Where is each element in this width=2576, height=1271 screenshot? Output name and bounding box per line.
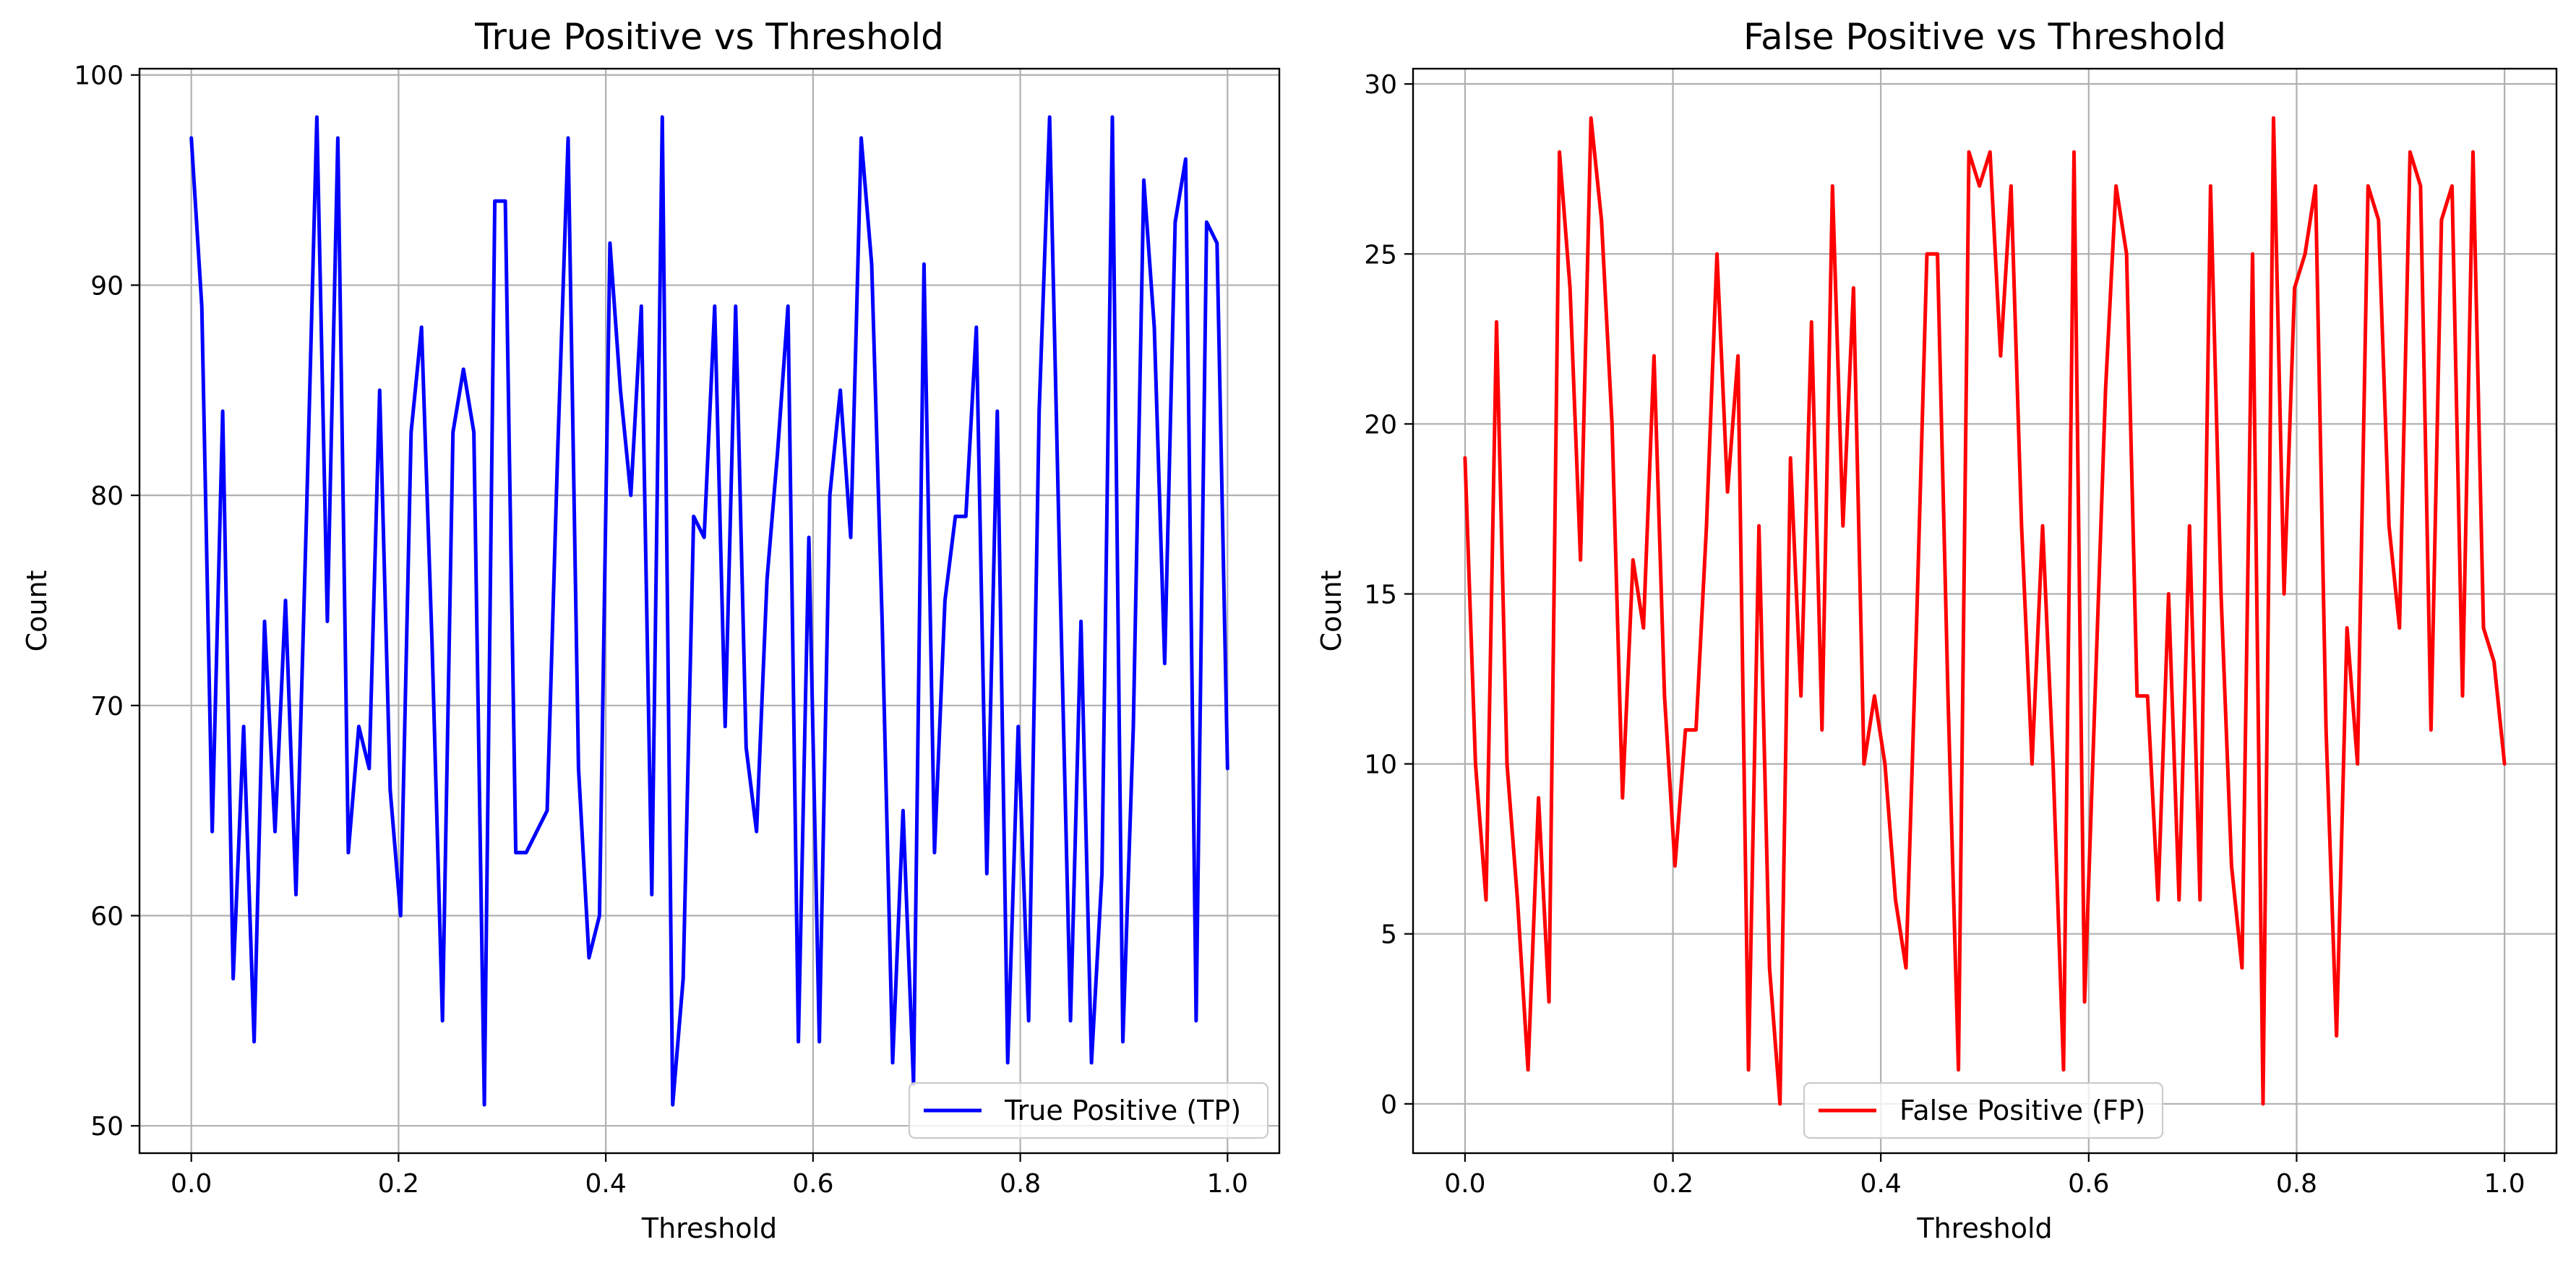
fp-x-tick-label: 1.0: [2483, 1169, 2525, 1199]
tp-y-tick-label: 70: [90, 692, 124, 722]
fp-x-tick-label: 0.4: [1860, 1169, 1902, 1199]
tp-legend-label: True Positive (TP): [1004, 1095, 1241, 1126]
tp-y-tick-label: 60: [90, 902, 124, 932]
tp-x-tick-label: 1.0: [1207, 1169, 1248, 1199]
tp-x-tick-label: 0.8: [1000, 1169, 1041, 1199]
fp-x-axis-label: Threshold: [1916, 1212, 2052, 1244]
tp-x-axis-label: Threshold: [641, 1212, 777, 1244]
fp-y-axis-label: Count: [1315, 570, 1347, 652]
tp-series: [189, 115, 1229, 1107]
tp-legend: True Positive (TP): [908, 1082, 1269, 1139]
tp-x-tick-label: 0.4: [585, 1169, 627, 1199]
fp-legend: False Positive (FP): [1803, 1082, 2164, 1139]
tp-x-tick-label: 0.6: [792, 1169, 833, 1199]
tp-series-line: [189, 115, 1229, 1107]
fp-series: [1463, 116, 2507, 1106]
fp-x-tick-label: 0.0: [1444, 1169, 1485, 1199]
fp-chart-title: False Positive vs Threshold: [1743, 16, 2226, 58]
tp-y-axis-label: Count: [21, 570, 53, 652]
tp-legend-box: [908, 1082, 1269, 1139]
fp-plot-frame: [1412, 67, 2558, 1155]
tp-x-tick-label: 0.2: [378, 1169, 419, 1199]
fp-y-tick-label: 0: [1381, 1090, 1397, 1120]
fp-series-line: [1463, 116, 2507, 1106]
fp-y-tick-label: 30: [1364, 70, 1397, 100]
fp-x-tick-label: 0.6: [2068, 1169, 2109, 1199]
fp-y-tick-label: 5: [1381, 920, 1397, 950]
fp-y-tick-label: 25: [1364, 240, 1397, 270]
fp-legend-box: [1803, 1082, 2164, 1139]
tp-y-tick-label: 50: [90, 1112, 124, 1142]
chart-fp: 0.0 0.2 0.4 0.6 0.8 1.0 0 5 10 15 20 25 30 False Pos…: [1315, 16, 2558, 1244]
tp-x-tick-label: 0.0: [171, 1169, 212, 1199]
fp-y-tick-label: 15: [1364, 580, 1397, 609]
tp-y-tick-label: 80: [90, 482, 124, 511]
tp-chart-title: True Positive vs Threshold: [474, 16, 944, 58]
tp-plot-frame: [138, 67, 1281, 1155]
tp-y-tick-label: 100: [74, 61, 124, 91]
fp-ticks: 0.0 0.2 0.4 0.6 0.8 1.0 0 5 10 15 20 25 30: [1364, 70, 2525, 1199]
tp-ticks: 0.0 0.2 0.4 0.6 0.8 1.0 50 60 70 80 90 100: [74, 61, 1248, 1199]
fp-legend-label: False Positive (FP): [1899, 1095, 2145, 1126]
fp-y-tick-label: 10: [1364, 750, 1397, 780]
fp-x-tick-label: 0.2: [1652, 1169, 1693, 1199]
chart-tp: 0.0 0.2 0.4 0.6 0.8 1.0 50 60 70 80 90 100 True Pos…: [21, 16, 1281, 1244]
fp-y-tick-label: 20: [1364, 410, 1397, 440]
fp-grid: [1413, 69, 2556, 1153]
fp-x-tick-label: 0.8: [2276, 1169, 2317, 1199]
tp-y-tick-label: 90: [90, 271, 124, 301]
